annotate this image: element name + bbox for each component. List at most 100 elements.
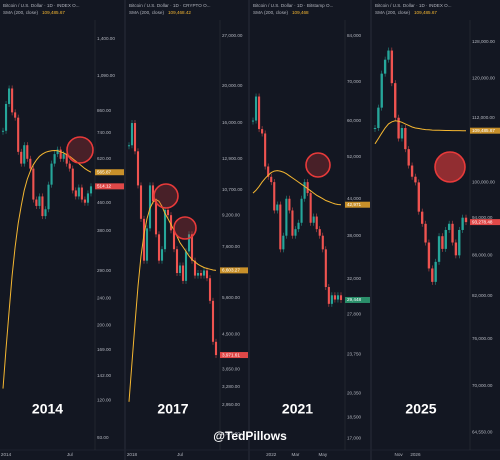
candle [157,234,161,261]
candle [127,145,131,147]
candle [59,149,62,159]
y-tick-label: 64,550.00 [472,429,493,434]
y-tick-label: 9,200.00 [222,212,240,217]
y-tick-label: 84,000 [347,33,361,38]
candle [77,187,80,197]
candle [190,234,194,261]
y-tick-label: 142.00 [97,373,111,378]
candle [434,261,437,282]
y-tick-label: 100,000.00 [472,180,495,185]
candle [421,211,424,224]
price-tag [345,201,370,208]
legend-value: 109,485.67 [42,10,65,15]
y-tick-label: 93.00 [97,435,109,440]
legend-value: 109,468 [292,10,309,15]
y-tick-label: 169.00 [97,347,111,352]
candle [74,190,77,197]
highlight-circle [153,183,179,209]
legend-label: SMA (200, close) [3,10,38,15]
y-tick-label: 120.00 [97,398,111,403]
candle [184,251,188,281]
candle [318,229,321,236]
y-tick-label: 1,090.00 [97,73,115,78]
candle [377,107,380,129]
candle [53,154,56,164]
panel-title: Bitcoin / U.S. Dollar · 1D · CRYPTO O... [129,3,211,8]
candle [279,204,282,250]
candle [397,117,400,139]
candle [148,185,152,229]
y-tick-label: 88,000.00 [472,253,493,258]
price-tag [95,169,124,176]
y-tick-label: 44,000 [347,196,361,201]
candle [23,145,26,164]
price-tag-label: 42,971 [347,202,361,207]
highlight-circle [173,216,197,240]
candle [71,168,74,191]
price-tag [345,296,370,303]
candle [321,235,324,250]
candle [136,151,140,186]
legend-label: SMA (200, close) [129,10,164,15]
candle [464,217,468,223]
candle [47,184,50,210]
highlight-circle [305,152,331,178]
candle [264,133,267,167]
candle [56,149,59,155]
candle [336,295,340,300]
candle [175,249,179,274]
candle [86,193,90,203]
price-tag [95,183,124,190]
candle [41,196,44,217]
highlight-circle [434,151,466,183]
x-tick-label: Jul [67,452,73,457]
candle [437,236,441,262]
candle [20,151,23,164]
candle [160,249,164,261]
y-tick-label: 460.00 [97,200,111,205]
y-tick-label: 32,000 [347,276,361,281]
y-tick-label: 380.00 [97,228,111,233]
candle [454,242,458,256]
candle [303,182,306,199]
year-label: 2025 [405,401,436,417]
x-tick-label: 2014 [1,452,12,457]
candle [431,268,434,282]
candle [294,229,297,236]
candle [32,168,35,200]
y-tick-label: 12,900.00 [222,156,243,161]
panel-title: Bitcoin / U.S. Dollar · 1D · INDEX O... [375,3,452,8]
y-tick-label: 2,475.00 [222,431,240,436]
candle [130,123,134,146]
y-tick-label: 27,800 [347,312,361,317]
candle [297,222,300,230]
candle [145,228,149,261]
candle [390,50,394,84]
y-tick-label: 52,000 [347,154,361,159]
candle [65,154,68,164]
price-tag-label: 565.87 [97,169,111,174]
candle [451,223,454,243]
y-tick-label: 10,700.00 [222,187,243,192]
legend-label: SMA (200, close) [253,10,288,15]
price-tag [220,267,248,274]
x-tick-label: Jul [177,452,183,457]
sma-line [252,170,342,206]
candle [208,278,212,301]
candle [270,176,273,183]
legend-label: SMA (200, close) [375,10,410,15]
candle [333,295,336,300]
candle [154,201,158,235]
x-tick-label: Nov [395,452,404,457]
price-tag-label: 6,603.27 [222,268,240,273]
candle [339,295,343,300]
candle [410,165,414,177]
y-tick-label: 112,000.00 [472,115,495,120]
y-tick-label: 1,400.00 [97,36,115,41]
y-tick-label: 20,350 [347,390,361,395]
candle [17,117,20,152]
candle [8,88,11,104]
candle [214,341,218,356]
